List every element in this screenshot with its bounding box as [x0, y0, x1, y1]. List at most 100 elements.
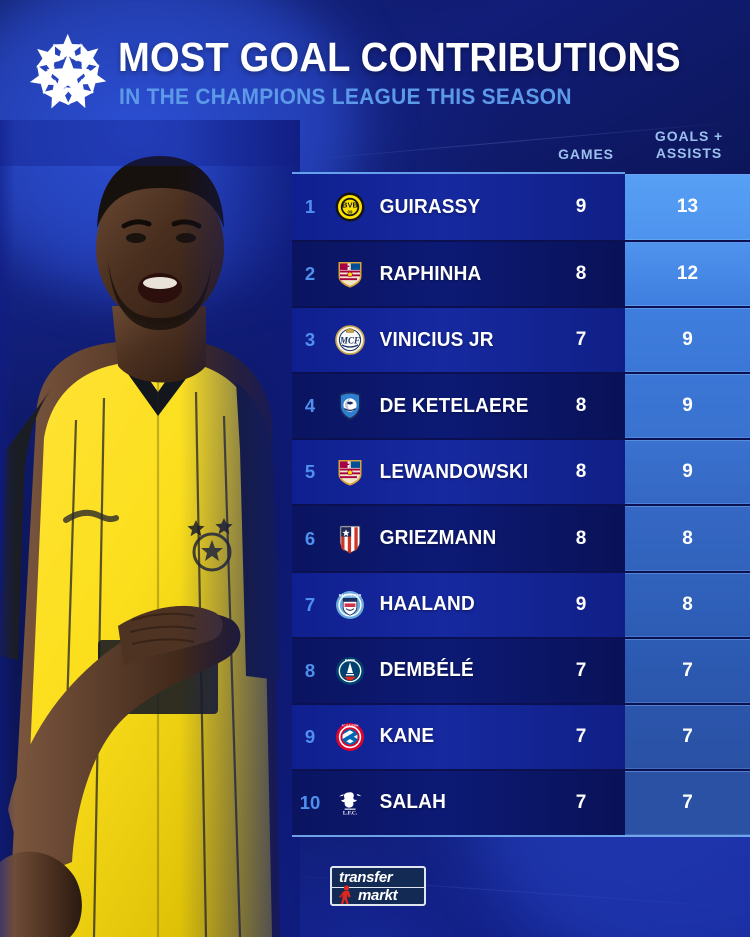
club-crest-cell: MANCHESTER — [328, 590, 372, 620]
goal-contributions-value: 8 — [625, 572, 750, 637]
goal-contributions-value: 13 — [625, 174, 750, 241]
row-main: 4 DE KETELAERE 8 — [292, 374, 625, 439]
goal-contributions-value: 7 — [625, 638, 750, 703]
barcelona-crest-icon — [335, 457, 365, 487]
svg-text:PARIS: PARIS — [345, 658, 356, 662]
column-header-goals-assists-line2: ASSISTS — [655, 145, 723, 161]
table-row[interactable]: 7 MANCHESTER HAALAND 9 8 — [292, 570, 750, 637]
club-crest-cell: L.F.C. — [328, 788, 372, 818]
page-title: MOST GOAL CONTRIBUTIONS — [118, 34, 681, 80]
games-value: 7 — [575, 791, 587, 813]
table-row[interactable]: 3 MCF VINICIUS JR 7 9 — [292, 306, 750, 373]
row-main: 7 MANCHESTER HAALAND 9 — [292, 572, 625, 637]
bg-streak-4 — [240, 871, 750, 910]
header: MOST GOAL CONTRIBUTIONS IN THE CHAMPIONS… — [0, 0, 750, 120]
player-name: LEWANDOWSKI — [379, 460, 529, 483]
player-name: DE KETELAERE — [379, 394, 529, 417]
man-city-crest-icon: MANCHESTER — [335, 590, 365, 620]
rank-number: 6 — [304, 527, 316, 549]
row-main: 8 PARIS DEMBÉLÉ 7 — [292, 638, 625, 703]
club-crest-cell: PARIS — [328, 656, 372, 686]
goal-contributions-value: 9 — [625, 308, 750, 373]
rank-number: 5 — [304, 461, 316, 483]
row-main: 10 L.F.C. SALAH 7 — [292, 770, 625, 835]
player-name: GRIEZMANN — [379, 527, 497, 550]
transfermarkt-wordmark-line1: transfer — [339, 869, 393, 886]
svg-text:L.F.C.: L.F.C. — [343, 810, 358, 816]
rank-number: 4 — [304, 395, 316, 417]
psg-crest-icon: PARIS — [335, 656, 365, 686]
liverpool-crest-icon: L.F.C. — [335, 788, 365, 818]
rank-number: 8 — [304, 659, 316, 681]
table-row[interactable]: 9 FC BAYERN KANE 7 7 — [292, 702, 750, 769]
goal-contributions-value: 7 — [625, 704, 750, 769]
column-header-goals-assists-line1: GOALS + — [654, 128, 724, 144]
column-header-games: GAMES — [558, 146, 614, 162]
table-bottom-rule — [292, 835, 750, 837]
club-crest-cell: FC BAYERN — [328, 722, 372, 752]
table-row[interactable]: 4 DE KETELAERE 8 9 — [292, 372, 750, 439]
club-crest-cell: BVB 09 — [328, 192, 372, 222]
transfermarkt-player-figure-icon — [339, 885, 354, 904]
svg-text:09: 09 — [348, 210, 353, 215]
row-main: 3 MCF VINICIUS JR 7 — [292, 308, 625, 373]
ranking-table: 1 BVB 09 GUIRASSY 9 13 2 RAPHINHA 8 12 3 MCF VINICIU… — [292, 174, 750, 835]
table-row[interactable]: 10 L.F.C. SALAH 7 7 — [292, 768, 750, 835]
games-value: 7 — [575, 659, 587, 681]
club-crest-cell — [328, 524, 372, 554]
table-top-rule — [292, 172, 625, 174]
atalanta-crest-icon — [335, 391, 365, 421]
games-value: 9 — [575, 593, 587, 615]
bvb-crest-icon: BVB 09 — [335, 192, 365, 222]
goal-contributions-value: 9 — [625, 440, 750, 505]
table-row[interactable]: 1 BVB 09 GUIRASSY 9 13 — [292, 174, 750, 241]
club-crest-cell: MCF — [328, 325, 372, 356]
rank-number: 2 — [304, 263, 316, 285]
table-row[interactable]: 6 GRIEZMANN 8 8 — [292, 504, 750, 571]
table-row[interactable]: 5 LEWANDOWSKI 8 9 — [292, 438, 750, 505]
row-main: 2 RAPHINHA 8 — [292, 242, 625, 307]
transfermarkt-wordmark-line2: markt — [358, 887, 398, 904]
club-crest-cell — [328, 391, 372, 421]
real-madrid-crest-icon: MCF — [335, 325, 365, 356]
games-value: 8 — [575, 527, 587, 549]
table-row[interactable]: 2 RAPHINHA 8 12 — [292, 240, 750, 307]
rank-number: 1 — [304, 196, 316, 218]
player-photo — [0, 120, 300, 937]
transfermarkt-logo: transfer markt — [330, 866, 426, 906]
player-name: HAALAND — [379, 593, 475, 616]
atletico-crest-icon — [335, 524, 365, 554]
svg-text:BVB: BVB — [342, 201, 359, 210]
logo-divider — [332, 887, 424, 888]
games-value: 7 — [575, 329, 587, 351]
goal-contributions-value: 7 — [625, 770, 750, 835]
uefa-champions-league-starball-icon — [22, 27, 114, 119]
club-crest-cell — [328, 457, 372, 487]
goal-contributions-value: 12 — [625, 242, 750, 307]
goal-contributions-value: 9 — [625, 374, 750, 439]
barcelona-crest-icon — [335, 259, 365, 289]
player-name: GUIRASSY — [379, 195, 481, 218]
rank-number: 9 — [304, 725, 316, 747]
svg-text:MANCHESTER: MANCHESTER — [339, 593, 362, 597]
row-main: 9 FC BAYERN KANE 7 — [292, 704, 625, 769]
player-name: SALAH — [379, 791, 446, 814]
svg-text:MCF: MCF — [339, 336, 360, 346]
player-name: VINICIUS JR — [379, 328, 494, 351]
page-subtitle: IN THE CHAMPIONS LEAGUE THIS SEASON — [119, 84, 572, 109]
rank-number: 10 — [299, 791, 321, 813]
games-value: 8 — [575, 461, 587, 483]
row-main: 1 BVB 09 GUIRASSY 9 — [292, 174, 625, 241]
games-value: 8 — [575, 395, 587, 417]
games-value: 9 — [575, 196, 587, 218]
goal-contributions-value: 8 — [625, 506, 750, 571]
table-row[interactable]: 8 PARIS DEMBÉLÉ 7 7 — [292, 636, 750, 703]
player-name: RAPHINHA — [379, 262, 482, 285]
rank-number: 7 — [304, 593, 316, 615]
svg-text:FC BAYERN: FC BAYERN — [342, 723, 359, 727]
player-name: KANE — [379, 725, 435, 748]
bayern-crest-icon: FC BAYERN — [335, 722, 365, 752]
club-crest-cell — [328, 259, 372, 289]
row-main: 5 LEWANDOWSKI 8 — [292, 440, 625, 505]
